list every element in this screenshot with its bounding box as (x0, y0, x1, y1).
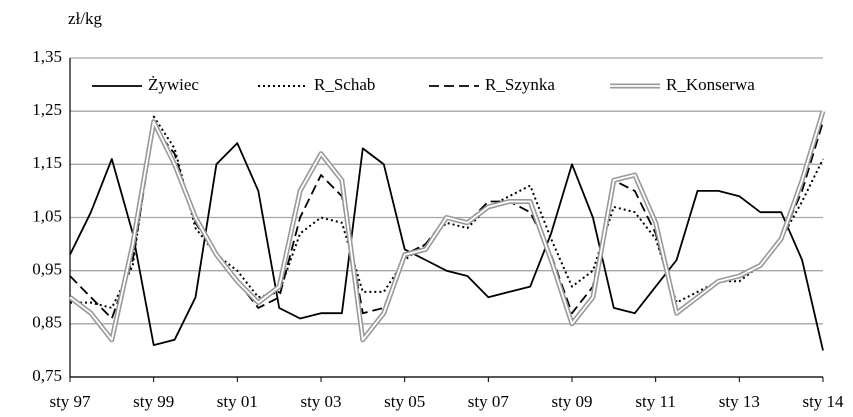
legend-label: R_Szynka (485, 75, 555, 94)
y-tick-label: 1,05 (32, 206, 62, 225)
x-tick-label: sty 09 (551, 392, 592, 411)
x-tick-label: sty 03 (300, 392, 341, 411)
legend-label: Żywiec (148, 75, 199, 94)
series-line (70, 115, 824, 309)
y-unit: zł/kg (68, 9, 102, 28)
x-tick-label: sty 01 (217, 392, 258, 411)
x-tick-label: sty 97 (49, 392, 91, 411)
x-tick-label: sty 13 (719, 392, 760, 411)
series-line (68, 110, 826, 343)
y-tick-label: 0,75 (32, 366, 62, 385)
series-line (69, 110, 824, 341)
x-tick-label: sty 99 (133, 392, 174, 411)
y-tick-label: 1,25 (32, 100, 62, 119)
x-tick-label: sty 14 (802, 392, 844, 411)
x-tick-label: sty 11 (635, 392, 675, 411)
x-tick-label: sty 05 (384, 392, 425, 411)
y-tick-label: 0,85 (32, 313, 62, 332)
legend-label: R_Konserwa (666, 75, 755, 94)
legend-label: R_Schab (314, 75, 375, 94)
y-tick-label: 1,15 (32, 153, 62, 172)
y-tick-label: 0,95 (32, 260, 62, 279)
x-tick-label: sty 07 (468, 392, 510, 411)
series-line (69, 142, 824, 351)
y-tick-label: 1,35 (32, 47, 62, 66)
